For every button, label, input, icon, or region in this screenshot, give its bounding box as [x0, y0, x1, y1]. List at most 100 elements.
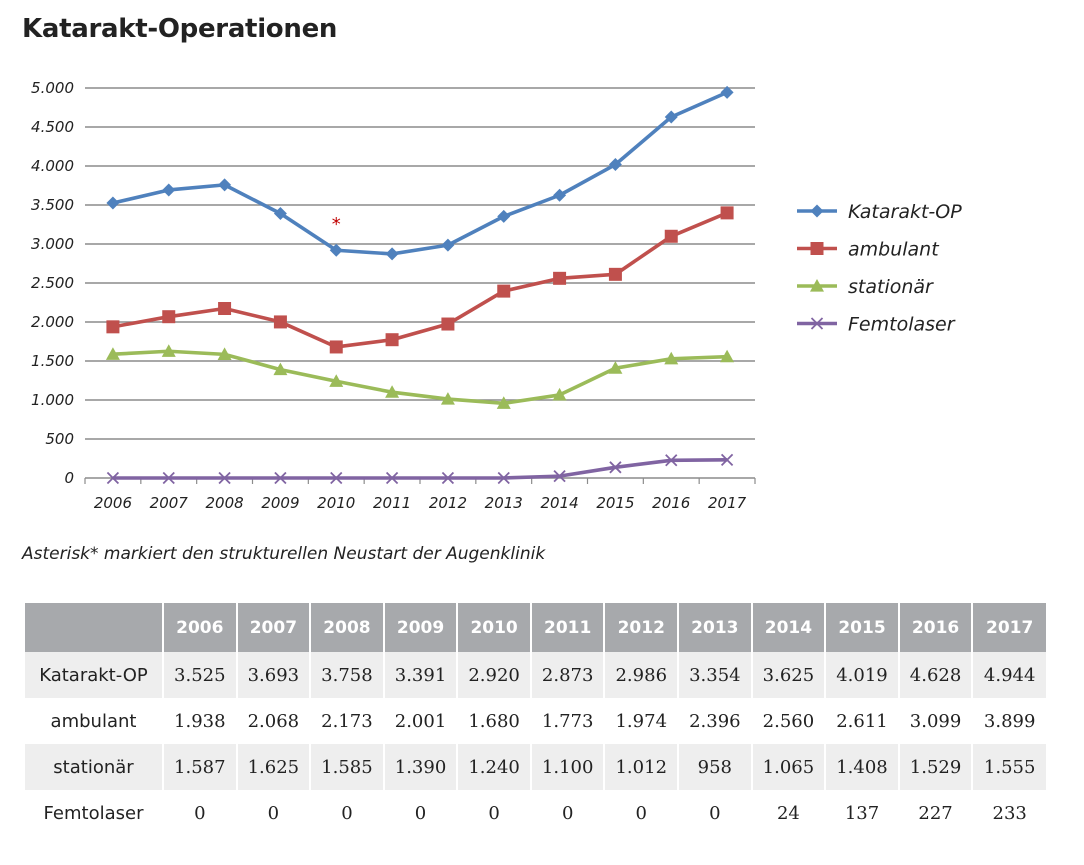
data-point-ambulant	[385, 333, 399, 347]
table-cell: 2.873	[530, 652, 606, 698]
table-header-year: 2006	[163, 603, 238, 652]
y-tick-label: 2.000	[31, 313, 74, 331]
data-point-ambulant	[441, 317, 455, 331]
series-line-stationär	[112, 349, 728, 406]
table-cell: 3.693	[236, 652, 312, 698]
x-tick-label: 2010	[317, 494, 355, 512]
data-point-ambulant	[329, 340, 343, 354]
data-point-ambulant	[218, 302, 232, 316]
table-cell: 2.001	[383, 698, 459, 744]
table-cell: 3.758	[310, 652, 385, 698]
legend-marker-stationär	[810, 279, 824, 292]
table-header-year: 2008	[310, 603, 385, 652]
table-cell: 137	[825, 790, 900, 836]
table-cell: 2.611	[825, 698, 900, 744]
data-point-ambulant	[664, 229, 678, 243]
table-cell: 3.625	[751, 652, 827, 698]
y-tick-label: 1.500	[31, 352, 74, 370]
table-row: Femtolaser 0 0 0 0 0 0 0 0 24 137 227 233	[25, 790, 1046, 836]
data-point-stationär	[440, 392, 455, 405]
series-line-femtolaser	[112, 458, 728, 480]
data-point-ambulant	[497, 284, 511, 298]
data-point-stationär	[496, 396, 511, 409]
table-cell: 227	[898, 790, 974, 836]
table-cell: 1.240	[457, 744, 532, 790]
x-tick-label: 2014	[540, 494, 578, 512]
table-header-year: 2007	[236, 603, 312, 652]
data-point-femtolaser	[609, 461, 622, 474]
table-header-year: 2014	[751, 603, 827, 652]
data-point-katarakt-op	[441, 238, 455, 252]
table-cell: 2.560	[751, 698, 827, 744]
table-cell: 233	[972, 790, 1046, 836]
annotation-asterisk: *	[332, 214, 341, 235]
table-header-year: 2015	[825, 603, 900, 652]
y-tick-label: 1.000	[31, 391, 74, 409]
data-point-stationär	[217, 347, 232, 360]
table-cell: 0	[530, 790, 606, 836]
data-point-femtolaser	[497, 471, 510, 485]
data-point-stationär	[329, 374, 344, 387]
table-cell: 1.625	[236, 744, 312, 790]
table-cell: 0	[457, 790, 532, 836]
table-cell: 2.068	[236, 698, 312, 744]
table-cell: 24	[751, 790, 827, 836]
table-row: stationär 1.587 1.625 1.585 1.390 1.240 1.100 1…	[25, 744, 1046, 790]
table-corner-cell	[25, 603, 164, 652]
table-cell: 0	[310, 790, 385, 836]
data-point-stationär	[105, 347, 120, 360]
table-cell: 4.628	[898, 652, 974, 698]
legend-label-femtolaser: Femtolaser	[848, 314, 956, 336]
table-cell: 1.100	[530, 744, 606, 790]
table-row: ambulant 1.938 2.068 2.173 2.001 1.680 1.773 1.…	[25, 698, 1046, 744]
data-point-femtolaser	[720, 453, 734, 466]
data-point-katarakt-op	[720, 85, 734, 99]
legend-label-katarakt-op: Katarakt-OP	[848, 201, 962, 223]
data-point-katarakt-op	[608, 158, 622, 172]
table-header-year: 2012	[604, 603, 680, 652]
table-row-label: ambulant	[25, 698, 164, 744]
table-row-label: stationär	[25, 744, 164, 790]
x-tick-label: 2012	[429, 494, 467, 512]
table-cell: 3.525	[163, 652, 238, 698]
y-tick-label: 0	[64, 469, 74, 487]
table-header-year: 2009	[383, 603, 459, 652]
table-cell: 0	[383, 790, 459, 836]
table-header-year: 2013	[678, 603, 753, 652]
legend-label-stationär: stationär	[848, 276, 934, 298]
table-row-label: Femtolaser	[25, 790, 164, 836]
data-point-stationär	[385, 385, 400, 398]
legend-label-ambulant: ambulant	[848, 239, 940, 261]
table-cell: 1.680	[457, 698, 532, 744]
data-point-femtolaser	[385, 471, 399, 485]
table-row-label: Katarakt-OP	[25, 652, 164, 698]
table-row: Katarakt-OP 3.525 3.693 3.758 3.391 2.920 2.87…	[25, 652, 1046, 698]
table-header-year: 2016	[898, 603, 974, 652]
data-table: 2006 2007 2008 2009 2010 2011 2012 2013 2014 2015…	[25, 603, 1046, 836]
table-cell: 0	[236, 790, 312, 836]
y-tick-label: 5.000	[31, 79, 74, 97]
legend-marker-femtolaser	[810, 317, 824, 330]
data-point-katarakt-op	[162, 183, 176, 197]
table-cell: 4.944	[972, 652, 1046, 698]
data-point-stationär	[161, 344, 176, 357]
table-cell: 0	[678, 790, 753, 836]
y-tick-label: 4.000	[31, 157, 74, 175]
y-tick-label: 3.000	[31, 235, 74, 253]
data-point-femtolaser	[106, 471, 120, 485]
series-line-katarakt-op	[112, 90, 728, 256]
table-cell: 0	[163, 790, 238, 836]
table-header-year: 2010	[457, 603, 532, 652]
table-cell: 0	[604, 790, 680, 836]
data-point-katarakt-op	[106, 196, 120, 210]
table-cell: 1.408	[825, 744, 900, 790]
data-point-stationär	[608, 361, 623, 374]
data-point-katarakt-op	[385, 247, 399, 261]
data-point-katarakt-op	[218, 178, 232, 192]
table-header-year: 2017	[972, 603, 1046, 652]
data-point-femtolaser	[441, 471, 455, 485]
legend-marker-katarakt-op	[810, 204, 824, 218]
table-cell: 3.391	[383, 652, 459, 698]
x-tick-label: 2016	[652, 494, 690, 512]
x-tick-label: 2008	[205, 494, 243, 512]
